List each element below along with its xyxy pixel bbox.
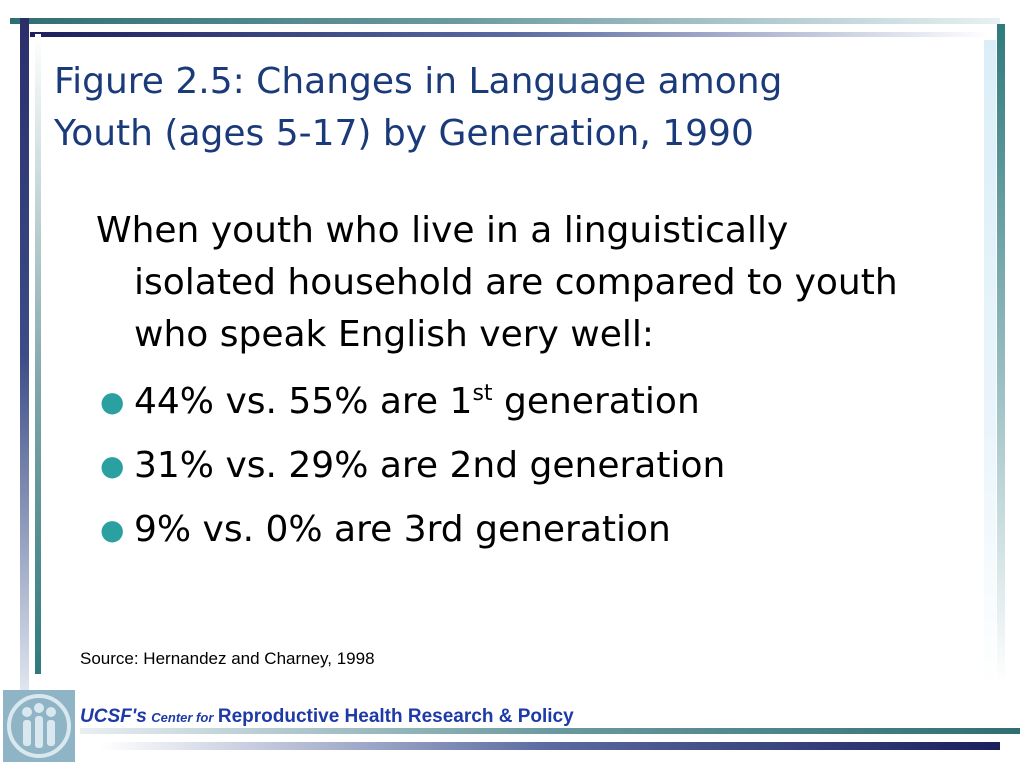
bullet-item: ● 9% vs. 0% are 3rd generation: [96, 507, 936, 553]
slide-title: Figure 2.5: Changes in Language among Yo…: [54, 56, 954, 160]
slide-title-line-1: Figure 2.5: Changes in Language among: [54, 61, 783, 102]
frame-bar-left-inner: [35, 34, 41, 674]
footer-ucsf: UCSF's: [80, 706, 147, 727]
slide-title-line-2: Youth (ages 5-17) by Generation, 1990: [54, 113, 754, 154]
bullet-text: 9% vs. 0% are 3rd generation: [134, 509, 671, 550]
frame-bar-right: [997, 24, 1005, 684]
frame-bar-bottom-inner: [100, 742, 1000, 750]
footer-org-name: UCSF's Center for Reproductive Health Re…: [80, 706, 574, 728]
intro-text: When youth who live in a linguistically …: [96, 210, 898, 355]
frame-bar-right-inner: [984, 40, 996, 690]
frame-bar-top: [10, 18, 1000, 24]
frame-bar-bottom: [80, 728, 1020, 734]
footer-org: Reproductive Health Research & Policy: [217, 706, 574, 727]
bullet-superscript: st: [472, 381, 493, 406]
bullet-text-suffix: generation: [492, 381, 700, 422]
source-citation: Source: Hernandez and Charney, 1998: [80, 649, 375, 668]
ucsf-people-logo-icon: [3, 690, 75, 762]
bullet-dot: ●: [100, 449, 125, 482]
bullet-dot: ●: [100, 385, 125, 418]
bullet-text: 31% vs. 29% are 2nd generation: [134, 445, 726, 486]
footer-center-for: Center for: [151, 710, 214, 725]
bullet-list: ● 44% vs. 55% are 1st generation ● 31% v…: [96, 379, 936, 553]
bullet-dot: ●: [100, 513, 125, 546]
slide-body: When youth who live in a linguistically …: [96, 205, 936, 553]
frame-bar-top-inner: [30, 32, 990, 37]
bullet-item: ● 31% vs. 29% are 2nd generation: [96, 443, 936, 489]
bullet-text-prefix: 44% vs. 55% are 1: [134, 381, 473, 422]
frame-bar-left: [20, 18, 29, 690]
bullet-item: ● 44% vs. 55% are 1st generation: [96, 379, 936, 425]
